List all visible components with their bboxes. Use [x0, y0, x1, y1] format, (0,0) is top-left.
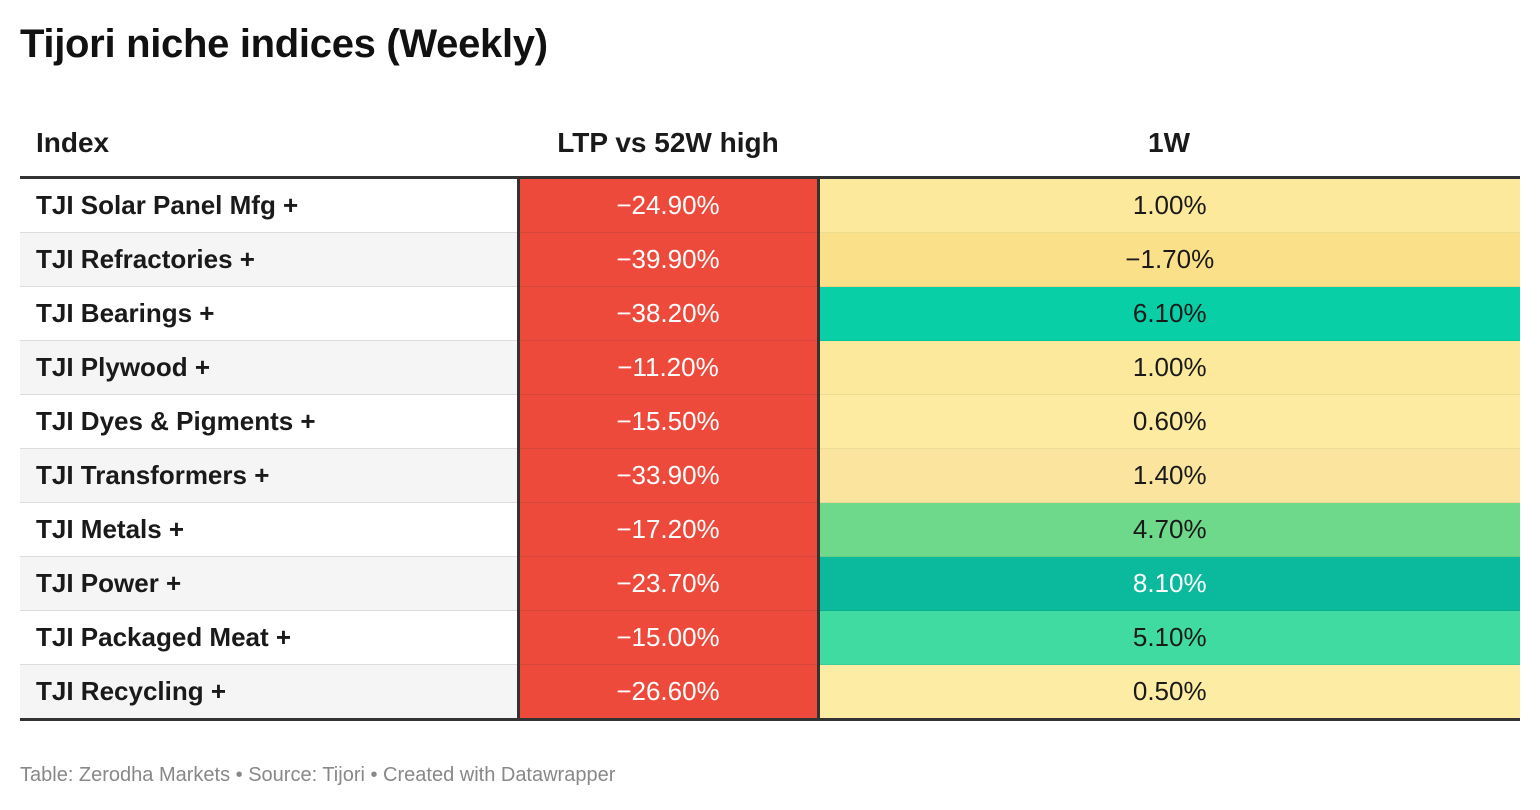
table-row: TJI Plywood + −11.20% 1.00% [20, 340, 1520, 395]
one-week-change-cell: −1.70% [818, 232, 1520, 287]
header-row: Index LTP vs 52W high 1W [20, 110, 1520, 179]
chart-title: Tijori niche indices (Weekly) [20, 22, 548, 66]
ltp-vs-52w-high-cell: −26.60% [516, 664, 820, 721]
table-row: TJI Bearings + −38.20% 6.10% [20, 286, 1520, 341]
one-week-change-cell: 6.10% [818, 286, 1520, 341]
indices-table: Index LTP vs 52W high 1W TJI Solar Panel… [20, 110, 1520, 721]
chart-footer: Table: Zerodha Markets • Source: Tijori … [20, 764, 616, 786]
one-week-change-cell: 1.00% [818, 340, 1520, 395]
ltp-vs-52w-high-cell: −23.70% [516, 556, 820, 611]
column-header-1w[interactable]: 1W [818, 110, 1520, 179]
ltp-vs-52w-high-cell: −39.90% [516, 232, 820, 287]
one-week-change-cell: 1.40% [818, 448, 1520, 503]
index-name-cell: TJI Dyes & Pigments + [20, 394, 518, 449]
column-header-index[interactable]: Index [20, 110, 518, 179]
one-week-change-cell: 4.70% [818, 502, 1520, 557]
index-name-cell: TJI Metals + [20, 502, 518, 557]
ltp-vs-52w-high-cell: −15.50% [516, 394, 820, 449]
index-name-cell: TJI Recycling + [20, 664, 518, 721]
index-name-cell: TJI Solar Panel Mfg + [20, 177, 518, 233]
one-week-change-cell: 0.50% [818, 664, 1520, 721]
table-body: TJI Solar Panel Mfg + −24.90% 1.00% TJI Ref… [20, 177, 1520, 721]
ltp-vs-52w-high-cell: −38.20% [516, 286, 820, 341]
table-row: TJI Transformers + −33.90% 1.40% [20, 448, 1520, 503]
one-week-change-cell: 8.10% [818, 556, 1520, 611]
table-row: TJI Packaged Meat + −15.00% 5.10% [20, 610, 1520, 665]
table-row: TJI Solar Panel Mfg + −24.90% 1.00% [20, 177, 1520, 233]
index-name-cell: TJI Packaged Meat + [20, 610, 518, 665]
index-name-cell: TJI Refractories + [20, 232, 518, 287]
table-row: TJI Power + −23.70% 8.10% [20, 556, 1520, 611]
one-week-change-cell: 0.60% [818, 394, 1520, 449]
index-name-cell: TJI Bearings + [20, 286, 518, 341]
index-name-cell: TJI Power + [20, 556, 518, 611]
one-week-change-cell: 5.10% [818, 610, 1520, 665]
ltp-vs-52w-high-cell: −11.20% [516, 340, 820, 395]
column-header-ltp-vs-52w-high[interactable]: LTP vs 52W high [518, 110, 818, 179]
ltp-vs-52w-high-cell: −33.90% [516, 448, 820, 503]
table-row: TJI Metals + −17.20% 4.70% [20, 502, 1520, 557]
one-week-change-cell: 1.00% [818, 177, 1520, 233]
ltp-vs-52w-high-cell: −17.20% [516, 502, 820, 557]
table-row: TJI Refractories + −39.90% −1.70% [20, 232, 1520, 287]
index-name-cell: TJI Transformers + [20, 448, 518, 503]
ltp-vs-52w-high-cell: −15.00% [516, 610, 820, 665]
index-name-cell: TJI Plywood + [20, 340, 518, 395]
table-row: TJI Recycling + −26.60% 0.50% [20, 664, 1520, 721]
ltp-vs-52w-high-cell: −24.90% [516, 177, 820, 233]
table-row: TJI Dyes & Pigments + −15.50% 0.60% [20, 394, 1520, 449]
